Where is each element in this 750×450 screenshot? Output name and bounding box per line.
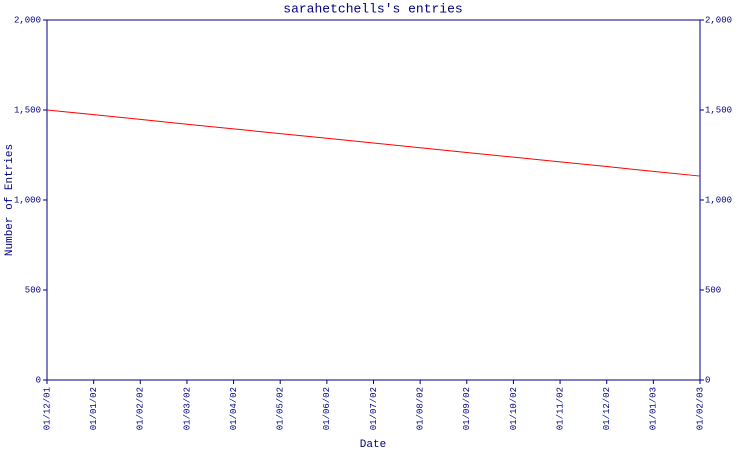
x-tick-label: 01/09/02 [462, 387, 472, 430]
series-line [46, 109, 701, 177]
y2-tick-label: 500 [705, 285, 721, 295]
x-tick-label: 01/02/02 [136, 387, 146, 430]
chart-title: sarahetchells's entries [283, 1, 462, 16]
x-tick-label: 01/12/02 [602, 387, 612, 430]
y2-tick-label: 0 [705, 375, 710, 385]
y-tick-label: 1,000 [14, 195, 41, 205]
x-tick-label: 01/08/02 [416, 387, 426, 430]
x-tick-label: 01/01/03 [649, 387, 659, 430]
y-tick-label: 2,000 [14, 15, 41, 25]
x-axis-label: Date [360, 439, 386, 450]
x-tick-label: 01/07/02 [369, 387, 379, 430]
x-tick-label: 01/03/02 [182, 387, 192, 430]
y-tick-label: 0 [36, 375, 41, 385]
x-tick-label: 01/12/01 [42, 387, 52, 430]
x-tick-label: 01/05/02 [276, 387, 286, 430]
y2-tick-label: 1,500 [705, 105, 732, 115]
x-tick-label: 01/04/02 [229, 387, 239, 430]
x-tick-label: 01/02/03 [695, 387, 705, 430]
y2-tick-label: 2,000 [705, 15, 732, 25]
y-tick-label: 1,500 [14, 105, 41, 115]
y2-tick-label: 1,000 [705, 195, 732, 205]
y-tick-label: 500 [25, 285, 41, 295]
y-axis-label: Number of Entries [4, 144, 16, 256]
x-tick-label: 01/11/02 [555, 387, 565, 430]
plot-frame [46, 19, 701, 381]
x-tick-label: 01/06/02 [322, 387, 332, 430]
x-tick-label: 01/01/02 [89, 387, 99, 430]
x-tick-label: 01/10/02 [509, 387, 519, 430]
